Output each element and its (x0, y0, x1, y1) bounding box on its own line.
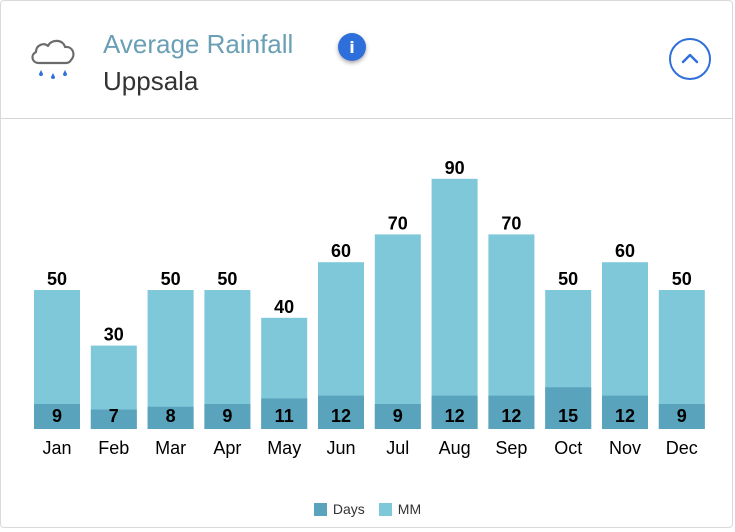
location-name: Uppsala (103, 66, 199, 96)
label-mm-dec: 50 (672, 269, 692, 289)
chevron-up-icon (681, 53, 699, 64)
bar-mm-jul (374, 234, 421, 429)
label-days-jul: 9 (393, 406, 403, 426)
bar-days-oct (545, 387, 592, 429)
bar-days-nov (602, 395, 648, 429)
label-mm-mar: 50 (161, 269, 181, 289)
label-days-sep: 12 (501, 406, 521, 426)
label-days-feb: 7 (109, 406, 119, 426)
label-mm-feb: 30 (104, 325, 124, 345)
x-tick-sep: Sep (495, 438, 527, 458)
label-days-dec: 9 (677, 406, 687, 426)
info-icon[interactable]: i (338, 33, 366, 61)
legend-label-mm: MM (397, 501, 422, 517)
legend-item-days[interactable]: Days (313, 499, 365, 519)
bar-days-dec (658, 403, 705, 429)
rain-cloud-icon (31, 39, 75, 79)
label-days-aug: 12 (445, 406, 465, 426)
x-tick-jul: Jul (386, 438, 409, 458)
bar-days-jul (374, 403, 421, 429)
card-header: Average Rainfall Uppsala i (1, 1, 732, 119)
label-mm-jan: 50 (47, 269, 67, 289)
legend-swatch-days (313, 502, 327, 516)
legend-label-days: Days (332, 501, 365, 517)
x-tick-aug: Aug (439, 438, 471, 458)
bar-mm-aug (431, 178, 478, 429)
label-days-mar: 8 (166, 406, 176, 426)
label-mm-jun: 60 (331, 241, 351, 261)
bar-days-apr (204, 403, 251, 429)
bar-days-jan (34, 403, 80, 429)
label-mm-oct: 50 (558, 269, 578, 289)
x-tick-oct: Oct (554, 438, 582, 458)
x-tick-jan: Jan (42, 438, 71, 458)
label-days-jan: 9 (52, 406, 62, 426)
label-mm-may: 40 (274, 297, 294, 317)
bar-days-may (261, 398, 308, 429)
chart-legend: Days MM (1, 499, 732, 519)
chart-title: Average Rainfall (103, 29, 294, 59)
x-tick-jun: Jun (326, 438, 355, 458)
x-tick-dec: Dec (666, 438, 698, 458)
bar-days-aug (431, 395, 478, 429)
label-mm-sep: 70 (501, 213, 521, 233)
bar-days-feb (90, 409, 137, 429)
label-mm-jul: 70 (388, 213, 408, 233)
label-days-jun: 12 (331, 406, 351, 426)
rainfall-bar-chart: 50 9 Jan 30 7 Feb 50 8 Mar 50 9 Apr 40 11 May 60 12 Jun 70… (34, 158, 705, 458)
x-tick-may: May (267, 438, 301, 458)
label-days-nov: 12 (615, 406, 635, 426)
label-mm-aug: 90 (445, 158, 465, 178)
label-days-may: 11 (275, 406, 294, 426)
x-tick-mar: Mar (155, 438, 186, 458)
chart-area: 50 9 Jan 30 7 Feb 50 8 Mar 50 9 Apr 40 11 May 60 12 Jun 70… (1, 119, 732, 527)
bar-days-jun (318, 395, 364, 429)
label-days-oct: 15 (558, 406, 578, 426)
legend-swatch-mm (378, 502, 392, 516)
bar-days-mar (147, 406, 194, 429)
label-mm-apr: 50 (217, 269, 237, 289)
x-tick-feb: Feb (98, 438, 129, 458)
bar-mm-mar (147, 290, 194, 429)
collapse-button[interactable] (669, 38, 711, 80)
legend-item-mm[interactable]: MM (378, 499, 422, 519)
x-tick-apr: Apr (213, 438, 241, 458)
bar-days-sep (488, 395, 535, 429)
label-mm-nov: 60 (615, 241, 635, 261)
label-days-apr: 9 (222, 406, 232, 426)
x-tick-nov: Nov (609, 438, 641, 458)
